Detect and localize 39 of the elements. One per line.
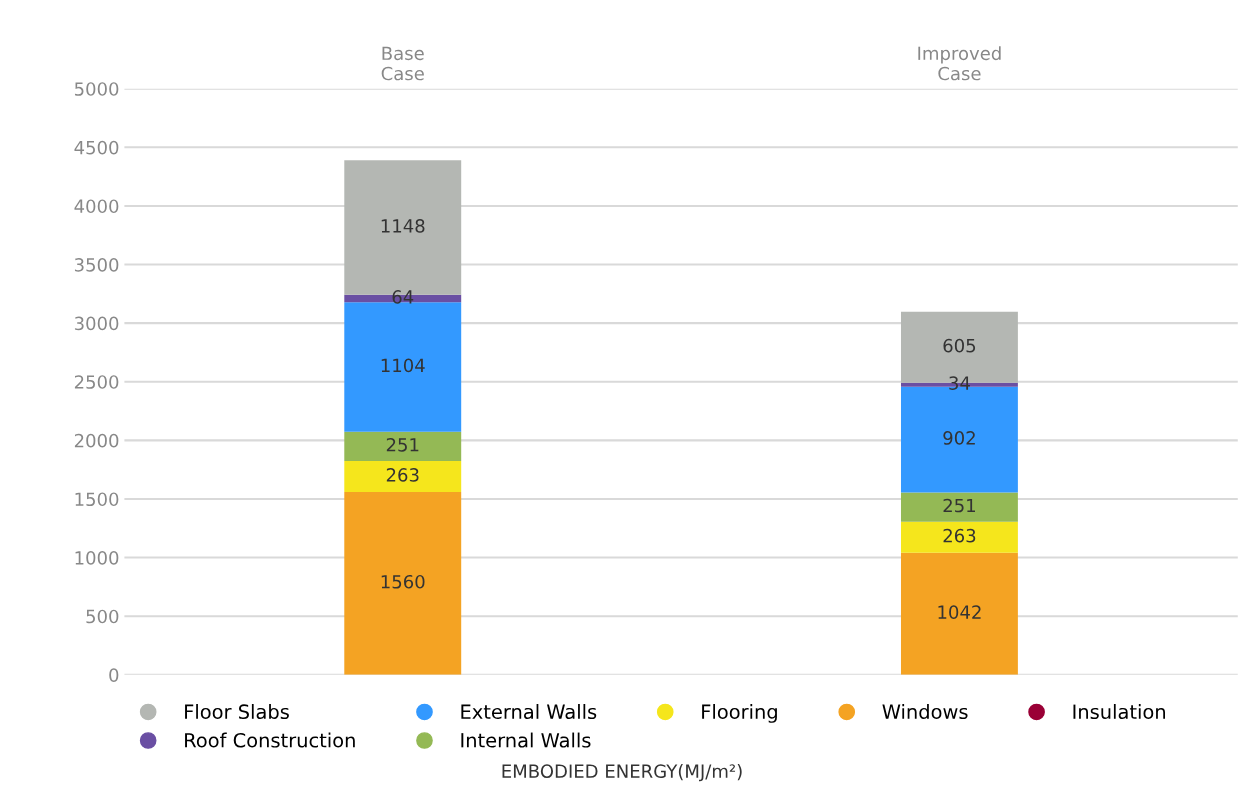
bar <box>344 431 462 462</box>
data-label: 1560 <box>381 574 425 589</box>
data-label: 902 <box>943 431 975 445</box>
bar <box>900 492 1018 522</box>
x-axis-title: EMBODIED ENERGY(MJ/m²) <box>502 764 742 782</box>
legend-label: Insulation <box>1073 704 1165 720</box>
data-label: 1148 <box>381 219 425 233</box>
y-tick-label: 1000 <box>75 551 119 565</box>
y-tick-label: 2000 <box>74 433 119 448</box>
legend-label: Windows <box>882 704 968 720</box>
y-tick-label: 0 <box>109 668 119 682</box>
bar <box>344 491 462 675</box>
y-tick-label: 2500 <box>74 375 119 389</box>
y-tick-label: 4000 <box>74 199 119 214</box>
legend-label: Flooring <box>702 704 777 723</box>
bar <box>900 552 1018 675</box>
x-tick-label: Improved Case <box>918 46 1001 81</box>
y-tick-label: 1500 <box>75 492 119 507</box>
data-label: 1042 <box>938 605 981 619</box>
y-tick-label: 4500 <box>74 140 119 155</box>
y-tick-label: 5000 <box>74 82 119 96</box>
data-label: 263 <box>386 468 419 482</box>
bar <box>344 302 462 432</box>
data-label: 251 <box>943 498 975 513</box>
data-label: 605 <box>943 338 976 353</box>
data-label: 1104 <box>381 358 425 373</box>
y-tick-label: 3500 <box>74 257 119 272</box>
x-tick-label: Base Case <box>381 46 424 81</box>
data-label: 34 <box>949 376 970 390</box>
data-label: 263 <box>943 528 976 543</box>
legend-label: External Walls <box>461 704 597 720</box>
legend-label: Internal Walls <box>461 732 591 748</box>
legend-label: Roof Construction <box>185 732 355 748</box>
data-label: 251 <box>386 437 419 452</box>
y-tick-label: 3000 <box>74 316 119 331</box>
legend-label: Floor Slabs <box>185 704 289 720</box>
bar <box>900 521 1018 553</box>
bar <box>344 461 462 492</box>
y-tick-label: 500 <box>86 609 119 624</box>
